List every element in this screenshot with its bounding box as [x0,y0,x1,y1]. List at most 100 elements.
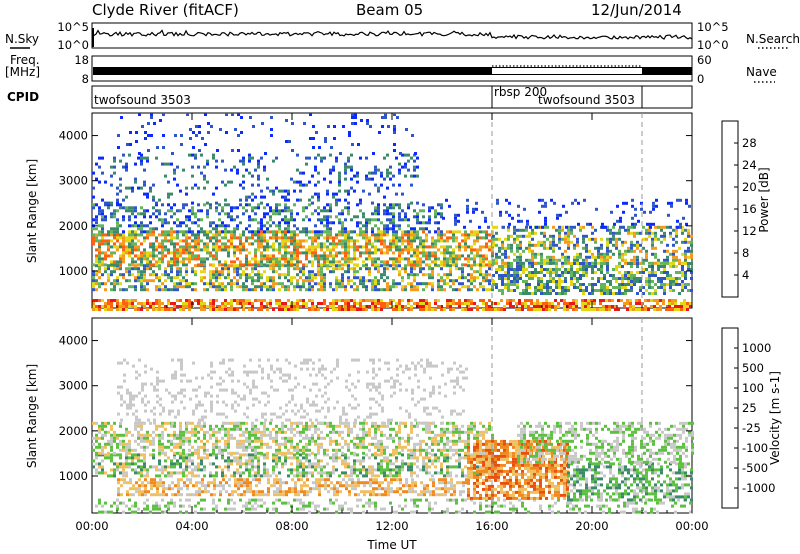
cell-band-2 [320,242,323,246]
cell-band-2 [359,254,362,258]
cell-band-0 [236,299,239,302]
cell-band-7 [594,255,597,259]
cell-band-0 [506,302,509,305]
cell-band-1 [317,282,320,286]
cell-band-1 [203,288,206,292]
cell-band-6 [561,280,564,283]
cell-band-0 [683,504,686,508]
cell-band-2 [119,260,122,264]
cell-band-5 [147,134,150,137]
cell-band-1 [359,276,362,280]
cell-band-7 [654,246,657,250]
cell-band-6 [633,280,636,283]
cell-band-0 [407,299,410,302]
cell-band-4 [305,183,308,187]
cell-band-3 [278,212,281,216]
cell-band-3 [185,203,188,207]
cell-band-4 [197,165,200,169]
cell-band-1 [390,490,393,494]
cell-band-1 [399,481,402,485]
cell-band-1 [143,288,146,292]
cell-band-7 [579,255,582,259]
cell-band-5 [150,116,153,119]
cell-band-4 [161,162,164,166]
cell-band-7 [540,255,543,259]
cell-band-7 [624,252,627,256]
cell-band-8 [541,198,544,202]
cell-band-1 [218,282,221,286]
cell-band-2 [323,263,326,267]
cell-band-7 [540,231,543,235]
cell-band-0 [284,305,287,308]
cell-band-4 [155,156,158,160]
cell-band-3 [206,212,209,216]
cell-band-2 [173,248,176,252]
cell-band-4 [299,189,302,193]
cell-band-7 [558,228,561,232]
cell-band-8 [631,198,634,202]
cell-band-7 [678,261,681,265]
cell-band-2 [467,260,470,264]
cell-band-7 [567,231,570,235]
cell-band-7 [504,252,507,256]
cell-band-0 [206,305,209,308]
cell-band-1 [122,273,125,277]
cell-band-6 [528,271,531,274]
cell-band-1 [369,484,372,488]
cell-band-1 [381,493,384,497]
cell-band-0 [584,510,587,514]
cell-band-0 [446,510,449,514]
cell-band-4 [188,153,191,157]
cell-band-0 [116,299,119,302]
cell-band-2 [191,257,194,261]
cell-band-1 [353,270,356,274]
cell-band-7 [687,246,690,250]
cell-band-6 [669,280,672,283]
cell-band-2 [191,245,194,249]
cell-band-1 [186,484,189,488]
cell-band-6 [615,280,618,283]
cell-band-2 [146,257,149,261]
cell-band-2 [422,251,425,255]
cell-band-2 [176,242,179,246]
cell-band-0 [350,299,353,302]
cell-band-2 [137,254,140,258]
cell-band-1 [371,288,374,292]
cell-band-2 [254,254,257,258]
cell-band-7 [495,261,498,265]
cell-band-1 [128,279,131,283]
cell-band-4 [206,162,209,166]
cell-band-3 [131,212,134,216]
cell-band-2 [353,263,356,267]
cell-band-3 [269,218,272,222]
cell-band-0 [374,507,377,511]
cell-band-2 [197,248,200,252]
cell-band-1 [135,481,138,485]
cell-band-2 [188,260,191,264]
cell-band-5 [357,143,360,146]
cell-band-4 [104,180,107,184]
cell-band-2 [119,263,122,267]
cell-band-1 [438,493,441,497]
cell-band-7 [552,225,555,229]
cell-band-7 [612,252,615,256]
cell-band-2 [338,230,341,234]
cell-band-2 [194,233,197,237]
cell-band-4 [200,171,203,175]
cell-band-1 [320,267,323,271]
cell-band-2 [176,251,179,255]
cell-band-2 [143,254,146,258]
cell-band-7 [627,249,630,253]
cell-band-6 [531,274,534,277]
cell-band-0 [242,308,245,311]
ytick-label-2: 3000 [59,174,88,188]
cell-band-0 [95,504,98,508]
cell-band-0 [104,302,107,305]
cell-band-8 [679,198,682,202]
cell-band-2 [188,257,191,261]
cell-band-8 [529,225,532,229]
cell-band-4 [410,174,413,178]
cell-band-4 [344,168,347,172]
cell-band-0 [575,302,578,305]
cell-band-1 [213,478,216,482]
